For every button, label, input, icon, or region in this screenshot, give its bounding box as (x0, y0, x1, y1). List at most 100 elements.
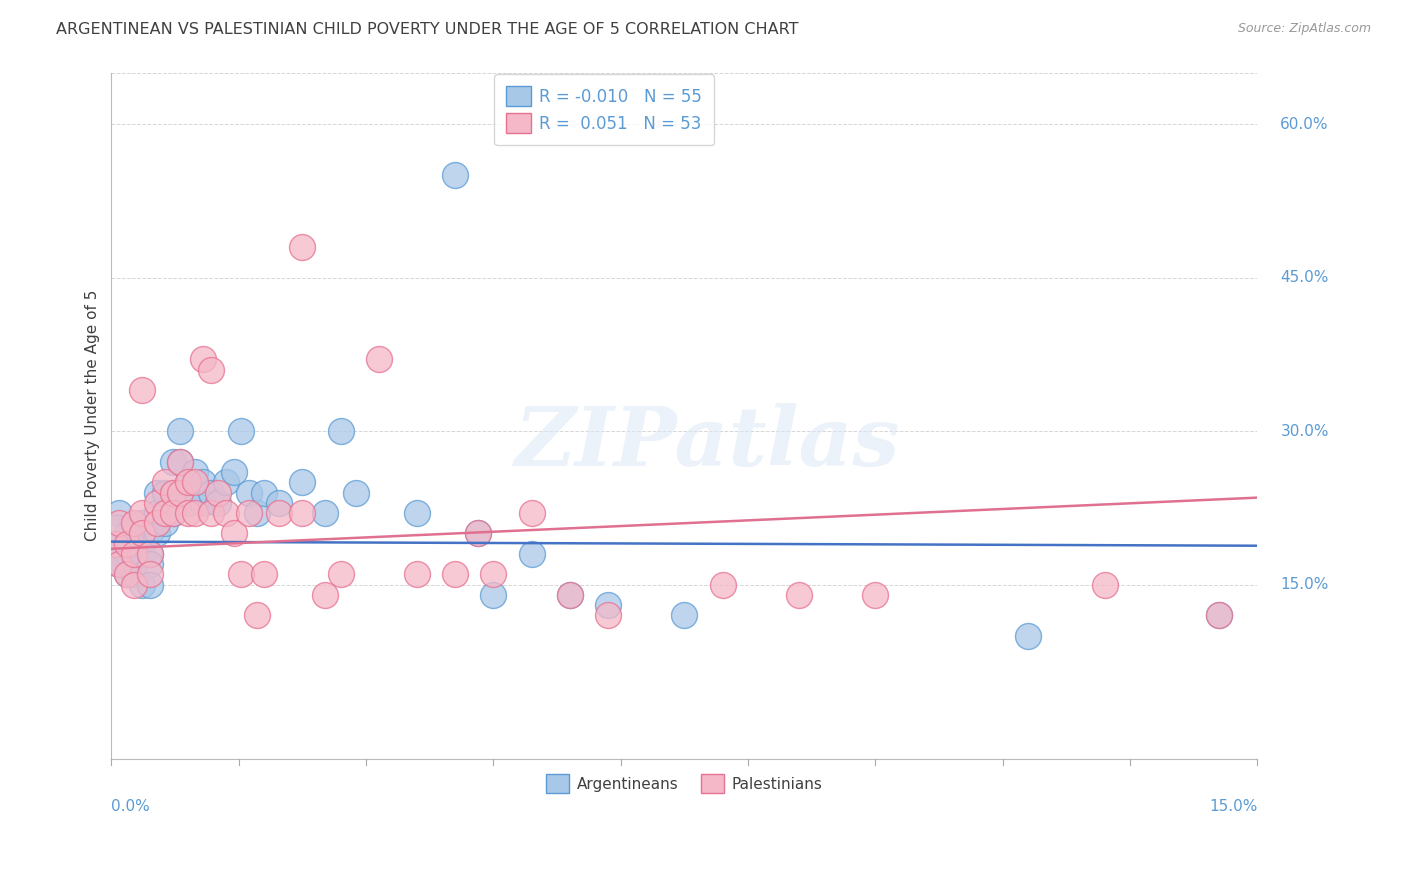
Point (177, 506, 200, 520)
Point (162, 455, 184, 469)
Point (253, 567, 276, 582)
Point (153, 506, 176, 520)
Point (131, 547, 153, 561)
Text: ARGENTINEAN VS PALESTINIAN CHILD POVERTY UNDER THE AGE OF 5 CORRELATION CHART: ARGENTINEAN VS PALESTINIAN CHILD POVERTY… (56, 22, 799, 37)
Point (482, 567, 505, 582)
Point (131, 516, 153, 531)
Point (146, 506, 169, 520)
Point (108, 506, 131, 520)
Point (146, 516, 169, 531)
Point (367, 352, 389, 367)
Point (245, 608, 267, 623)
Point (291, 475, 314, 490)
Point (1208, 608, 1230, 623)
Point (138, 547, 160, 561)
Point (115, 547, 138, 561)
Point (596, 598, 619, 612)
Point (787, 588, 810, 602)
Point (269, 496, 291, 510)
Point (153, 485, 176, 500)
Point (115, 536, 138, 550)
Point (207, 496, 229, 510)
Point (191, 475, 214, 490)
Point (329, 424, 352, 438)
Point (191, 352, 214, 367)
Point (406, 567, 429, 582)
Text: Source: ZipAtlas.com: Source: ZipAtlas.com (1237, 22, 1371, 36)
Point (215, 475, 238, 490)
Point (238, 506, 260, 520)
Point (207, 485, 229, 500)
Point (184, 465, 207, 479)
Text: 45.0%: 45.0% (1281, 270, 1329, 285)
Point (115, 526, 138, 541)
Point (169, 424, 191, 438)
Point (177, 475, 200, 490)
Point (467, 526, 489, 541)
Point (245, 506, 267, 520)
Point (231, 567, 253, 582)
Point (124, 567, 146, 582)
Point (673, 608, 696, 623)
Point (482, 588, 505, 602)
Point (169, 455, 191, 469)
Point (291, 506, 314, 520)
Point (162, 485, 184, 500)
Point (104, 536, 127, 550)
Point (329, 567, 352, 582)
Point (314, 588, 336, 602)
Point (146, 485, 169, 500)
Point (177, 475, 200, 490)
Point (131, 506, 153, 520)
Point (108, 516, 131, 531)
Point (238, 485, 260, 500)
Point (138, 577, 160, 591)
Text: 0.0%: 0.0% (111, 799, 150, 814)
Point (291, 240, 314, 254)
Point (108, 547, 131, 561)
Point (558, 588, 581, 602)
Y-axis label: Child Poverty Under the Age of 5: Child Poverty Under the Age of 5 (86, 290, 100, 541)
Point (138, 526, 160, 541)
Text: 30.0%: 30.0% (1281, 424, 1329, 439)
Point (200, 362, 222, 376)
Point (200, 506, 222, 520)
Point (467, 526, 489, 541)
Point (191, 496, 214, 510)
Point (124, 536, 146, 550)
Point (200, 485, 222, 500)
Point (162, 506, 184, 520)
Point (131, 526, 153, 541)
Point (406, 506, 429, 520)
Point (169, 485, 191, 500)
Point (146, 526, 169, 541)
Point (1208, 608, 1230, 623)
Point (222, 465, 245, 479)
Point (444, 567, 467, 582)
Point (153, 475, 176, 490)
Point (124, 516, 146, 531)
Point (520, 506, 543, 520)
Point (115, 567, 138, 582)
Point (138, 547, 160, 561)
Point (146, 496, 169, 510)
Point (153, 516, 176, 531)
Text: ZIPatlas: ZIPatlas (515, 403, 900, 483)
Point (138, 557, 160, 571)
Point (231, 424, 253, 438)
Point (1094, 577, 1116, 591)
Point (162, 506, 184, 520)
Text: 15.0%: 15.0% (1209, 799, 1257, 814)
Point (222, 526, 245, 541)
Point (108, 557, 131, 571)
Point (169, 455, 191, 469)
Point (115, 567, 138, 582)
Point (103, 536, 125, 550)
Point (124, 577, 146, 591)
Legend: Argentineans, Palestinians: Argentineans, Palestinians (540, 768, 830, 799)
Point (865, 588, 887, 602)
Point (711, 577, 734, 591)
Point (138, 567, 160, 582)
Point (108, 557, 131, 571)
Point (131, 577, 153, 591)
